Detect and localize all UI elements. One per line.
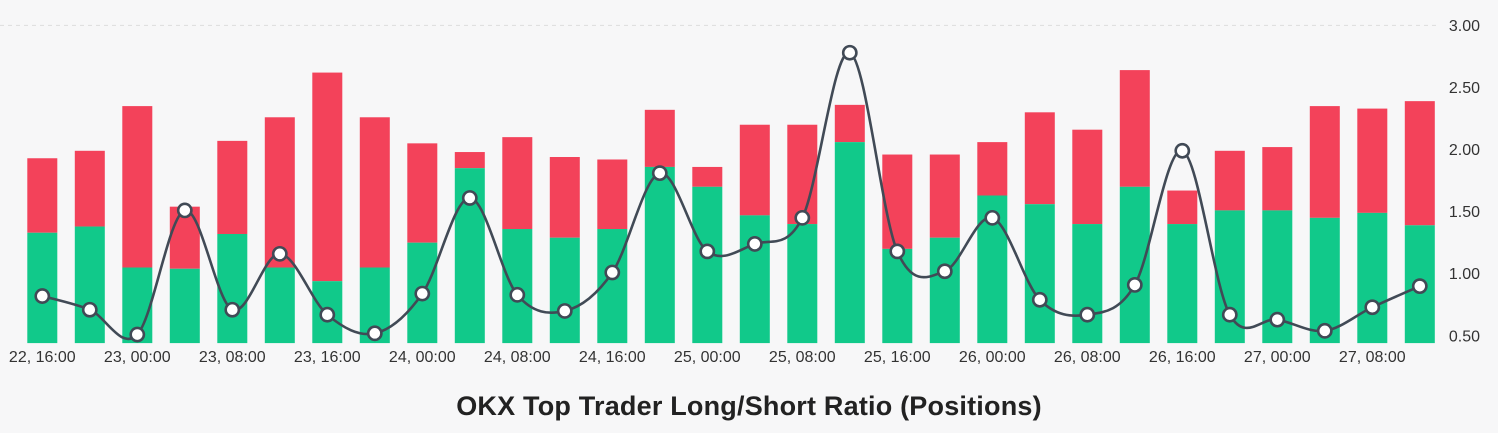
svg-text:23, 00:00: 23, 00:00 xyxy=(104,349,171,366)
svg-text:25, 16:00: 25, 16:00 xyxy=(864,349,931,366)
svg-text:23, 16:00: 23, 16:00 xyxy=(294,349,361,366)
svg-text:26, 08:00: 26, 08:00 xyxy=(1054,349,1121,366)
svg-text:27, 08:00: 27, 08:00 xyxy=(1339,349,1406,366)
svg-text:27, 00:00: 27, 00:00 xyxy=(1244,349,1311,366)
svg-text:22, 16:00: 22, 16:00 xyxy=(9,349,76,366)
svg-text:0.50: 0.50 xyxy=(1449,328,1480,345)
svg-text:24, 16:00: 24, 16:00 xyxy=(579,349,646,366)
svg-text:23, 08:00: 23, 08:00 xyxy=(199,349,266,366)
svg-text:2.50: 2.50 xyxy=(1449,80,1480,97)
svg-text:25, 00:00: 25, 00:00 xyxy=(674,349,741,366)
svg-text:1.50: 1.50 xyxy=(1449,204,1480,221)
svg-text:24, 00:00: 24, 00:00 xyxy=(389,349,456,366)
svg-text:24, 08:00: 24, 08:00 xyxy=(484,349,551,366)
svg-text:2.00: 2.00 xyxy=(1449,142,1480,159)
svg-text:26, 00:00: 26, 00:00 xyxy=(959,349,1026,366)
svg-text:26, 16:00: 26, 16:00 xyxy=(1149,349,1216,366)
svg-text:3.00: 3.00 xyxy=(1449,18,1480,35)
svg-text:25, 08:00: 25, 08:00 xyxy=(769,349,836,366)
svg-text:1.00: 1.00 xyxy=(1449,266,1480,283)
